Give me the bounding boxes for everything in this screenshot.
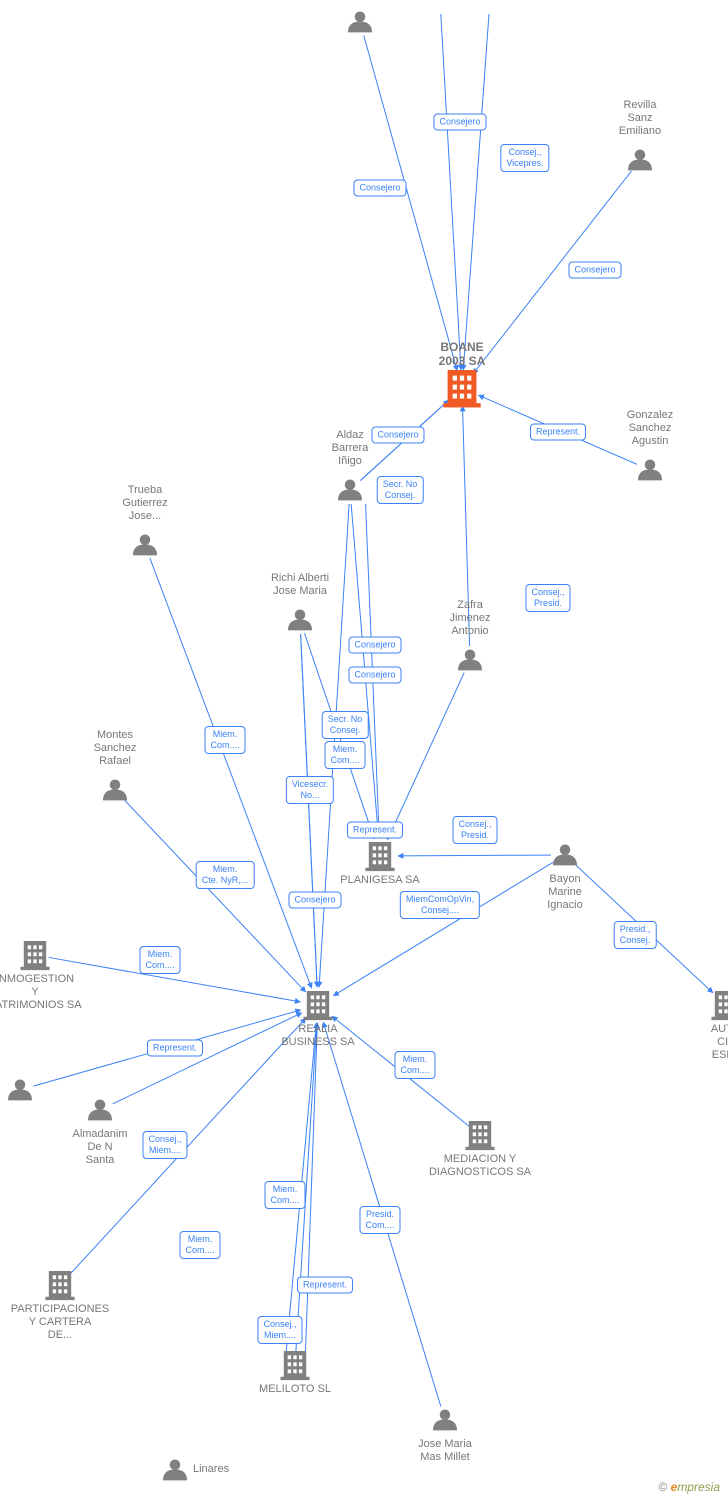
edge-label: Secr. No Consej. <box>322 711 369 739</box>
edge-label: Vicesecr. No... <box>286 776 334 804</box>
edge-label: Represent. <box>530 424 586 441</box>
edge <box>388 673 465 840</box>
building-icon <box>45 1271 74 1300</box>
edge-label: Miem. Com.... <box>324 741 365 769</box>
edge <box>441 14 461 370</box>
person-node-label: Aldaz Barrera Iñigo <box>280 429 420 468</box>
person-node-label: Gonzalez Sanchez Agustin <box>580 409 720 448</box>
edge <box>301 634 318 987</box>
building-node-label: AUTO CIT ESPA <box>656 1023 728 1062</box>
person-node-label: Trueba Gutierrez Jose... <box>75 484 215 523</box>
person-node-label: Zafra Jimenez Antonio <box>400 599 540 638</box>
person-icon <box>628 149 652 170</box>
edge-label: Consej., Miem.... <box>257 1316 302 1344</box>
edge-label: Miem. Com.... <box>179 1231 220 1259</box>
person-node-label: Almadanim De N Santa <box>30 1128 170 1167</box>
edge-label: Miem. Cte. NyR,... <box>196 861 255 889</box>
building-icon <box>443 370 480 407</box>
edge-label: Miem. Com.... <box>264 1181 305 1209</box>
person-icon <box>458 649 482 670</box>
person-node-label: Bayon Marine Ignacio <box>495 873 635 912</box>
edge-label: Consejero <box>288 892 341 909</box>
edge-label: Miem. Com.... <box>204 726 245 754</box>
building-node-label: MELILOTO SL <box>225 1383 365 1396</box>
building-icon <box>303 991 332 1020</box>
edge-label: Consejero <box>568 262 621 279</box>
building-icon <box>365 842 394 871</box>
edge-label: Consejero <box>353 180 406 197</box>
building-node-label: BOANE 2003 SA <box>392 340 532 368</box>
person-node-label: Revilla Sanz Emiliano <box>570 99 710 138</box>
edge <box>150 558 312 988</box>
edge <box>398 855 551 856</box>
edge-label: Miem. Com.... <box>139 946 180 974</box>
person-node-label: Montes Sanchez Rafael <box>45 729 185 768</box>
copyright-symbol: © <box>658 1480 667 1494</box>
edge-label: Represent. <box>297 1277 353 1294</box>
edge-label: Consej., Presid. <box>452 816 497 844</box>
person-icon <box>8 1079 32 1100</box>
edge-label: MiemComOpVin, Consej.... <box>400 891 480 919</box>
brand-rest: mpresia <box>677 1480 720 1494</box>
person-node-label: Richi Alberti Jose Maria <box>230 572 370 598</box>
edge-label: Consejero <box>433 114 486 131</box>
edge-label: Miem. Com.... <box>394 1051 435 1079</box>
edge-label: Represent. <box>347 822 403 839</box>
building-node-label: REALIA BUSINESS SA <box>248 1023 388 1049</box>
person-icon <box>338 479 362 500</box>
person-node-label: Jose Maria Mas Millet <box>375 1438 515 1464</box>
edge <box>463 14 489 370</box>
person-node-label: Linares <box>193 1463 293 1476</box>
edge-label: Presid. Com.... <box>359 1206 400 1234</box>
building-icon <box>20 941 49 970</box>
edge-label: Presid., Consej. <box>614 921 657 949</box>
edge-label: Consejero <box>348 667 401 684</box>
building-node-label: PARTICIPACIONES Y CARTERA DE... <box>0 1303 130 1342</box>
building-icon <box>280 1351 309 1380</box>
person-icon <box>288 609 312 630</box>
copyright: © empresia <box>658 1480 720 1494</box>
person-icon <box>433 1409 457 1430</box>
building-icon <box>711 991 728 1020</box>
building-node-label: PLANIGESA SA <box>310 874 450 887</box>
edge-label: Consej., Vicepres. <box>500 144 549 172</box>
edge-label: Secr. No Consej. <box>377 476 424 504</box>
person-icon <box>133 534 157 555</box>
person-icon <box>553 844 577 865</box>
building-node-label: MEDIACION Y DIAGNOSTICOS SA <box>410 1153 550 1179</box>
edge-label: Consejero <box>348 637 401 654</box>
person-icon <box>103 779 127 800</box>
person-icon <box>88 1099 112 1120</box>
person-icon <box>348 11 372 32</box>
building-icon <box>465 1121 494 1150</box>
person-icon <box>163 1459 187 1480</box>
building-node-label: INMOGESTION Y PATRIMONIOS SA <box>0 973 105 1012</box>
edge <box>364 35 457 370</box>
person-icon <box>638 459 662 480</box>
edge-label: Represent. <box>147 1040 203 1057</box>
